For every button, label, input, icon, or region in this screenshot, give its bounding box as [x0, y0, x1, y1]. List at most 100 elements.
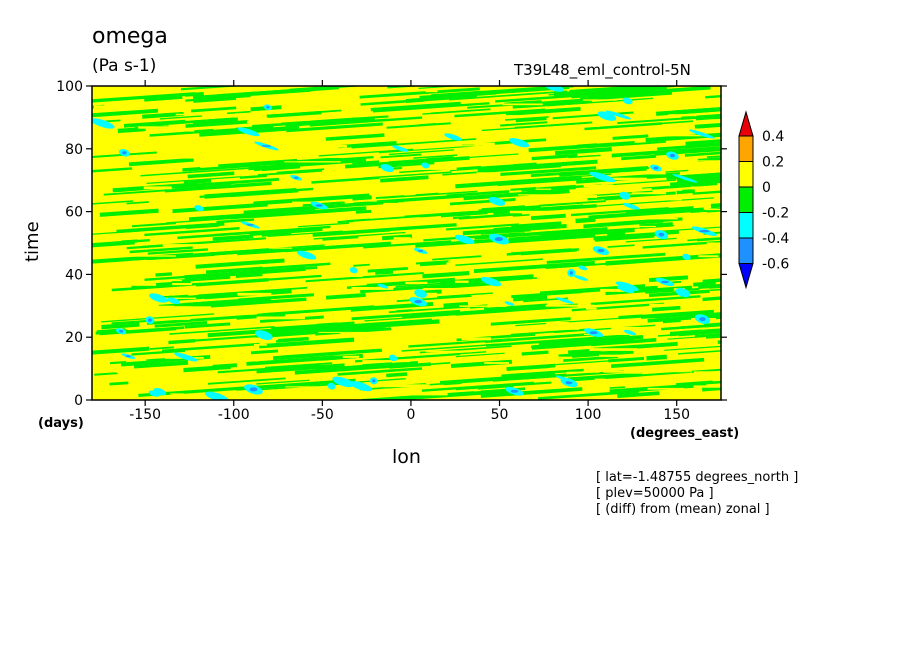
x-tick-label: 150 [663, 407, 690, 423]
negative-streak [539, 227, 608, 236]
negative-streak [608, 356, 645, 363]
negative-streak [266, 109, 342, 117]
negative-streak [309, 318, 433, 331]
strong-negative-core [293, 176, 299, 179]
strong-negative-core [658, 232, 665, 237]
positive-streak [149, 318, 191, 320]
positive-streak [246, 195, 282, 197]
negative-streak [678, 346, 721, 355]
negative-streak [268, 230, 343, 237]
positive-streak [318, 331, 368, 333]
negative-streak [416, 260, 451, 265]
negative-streak [657, 330, 721, 337]
negative-streak [212, 234, 254, 241]
positive-streak [662, 188, 683, 191]
negative-streak [389, 223, 457, 232]
positive-streak [694, 128, 709, 132]
negative-streak [276, 168, 325, 175]
strong-negative-core [653, 166, 659, 170]
negative-streak [713, 381, 721, 391]
negative-streak [717, 334, 721, 344]
negative-streak [92, 108, 159, 118]
positive-streak [170, 393, 184, 395]
strong-negative-core [119, 330, 124, 333]
negative-streak [563, 355, 619, 362]
positive-streak [587, 322, 630, 324]
negative-streak [147, 248, 209, 255]
positive-streak [622, 103, 646, 106]
positive-streak [234, 113, 256, 116]
negative-streak [338, 141, 397, 149]
positive-streak [690, 186, 709, 190]
negative-streak [604, 196, 623, 201]
positive-streak [699, 229, 721, 232]
positive-streak [687, 356, 700, 359]
negative-streak [146, 354, 211, 364]
negative-streak [617, 391, 660, 398]
negative-streak [337, 367, 423, 376]
negative-streak [607, 244, 635, 248]
negative-streak [195, 258, 285, 269]
positive-streak [362, 360, 410, 363]
negative-streak [580, 91, 673, 102]
positive-streak [443, 176, 492, 179]
positive-streak [632, 378, 677, 381]
negative-streak [676, 170, 721, 183]
note-latitude: [ lat=-1.48755 degrees_north ] [596, 470, 799, 485]
negative-streak [591, 338, 657, 347]
negative-streak [495, 92, 605, 103]
negative-streak [577, 143, 598, 146]
positive-streak [380, 248, 407, 251]
negative-streak [584, 122, 662, 131]
positive-streak [619, 225, 656, 228]
negative-streak [325, 293, 366, 300]
negative-streak [500, 166, 597, 176]
negative-streak [131, 222, 177, 228]
negative-streak [481, 159, 598, 172]
positive-streak [230, 306, 257, 310]
negative-streak [548, 90, 604, 96]
positive-streak [637, 366, 652, 370]
negative-streak [367, 266, 408, 273]
negative-streak [169, 325, 275, 335]
colorbar-bottom-triangle [738, 263, 754, 290]
positive-streak [453, 143, 479, 145]
negative-streak [554, 324, 656, 334]
negative-streak [166, 217, 233, 224]
negative-streak [530, 165, 650, 178]
negative-streak [389, 362, 431, 369]
x-tick-label: -50 [311, 407, 334, 423]
negative-streak [388, 305, 472, 314]
negative-streak [709, 283, 721, 292]
positive-streak [156, 279, 182, 282]
strong-negative-patch [619, 191, 631, 200]
positive-streak [693, 160, 721, 162]
negative-streak [687, 235, 721, 242]
colorbar-segment [738, 135, 754, 162]
negative-streak [253, 193, 370, 206]
negative-streak [297, 222, 349, 228]
positive-streak [209, 378, 241, 381]
negative-streak [646, 354, 667, 361]
negative-streak [249, 227, 323, 237]
positive-streak [175, 113, 212, 116]
positive-streak [284, 161, 329, 163]
positive-streak [619, 172, 634, 176]
negative-streak [265, 328, 296, 332]
negative-streak [147, 314, 251, 325]
positive-streak [262, 118, 311, 121]
x-axis-unit: (degrees_east) [630, 426, 740, 441]
positive-streak [529, 327, 580, 330]
positive-streak [285, 386, 324, 388]
negative-streak [370, 101, 461, 112]
positive-streak [292, 201, 321, 204]
positive-streak [393, 237, 411, 240]
negative-streak [458, 212, 523, 220]
negative-streak [477, 385, 514, 390]
negative-streak [182, 167, 201, 172]
positive-streak [351, 287, 394, 290]
positive-streak [397, 202, 428, 204]
positive-streak [461, 337, 491, 341]
negative-streak [246, 353, 363, 366]
negative-streak [124, 327, 177, 334]
